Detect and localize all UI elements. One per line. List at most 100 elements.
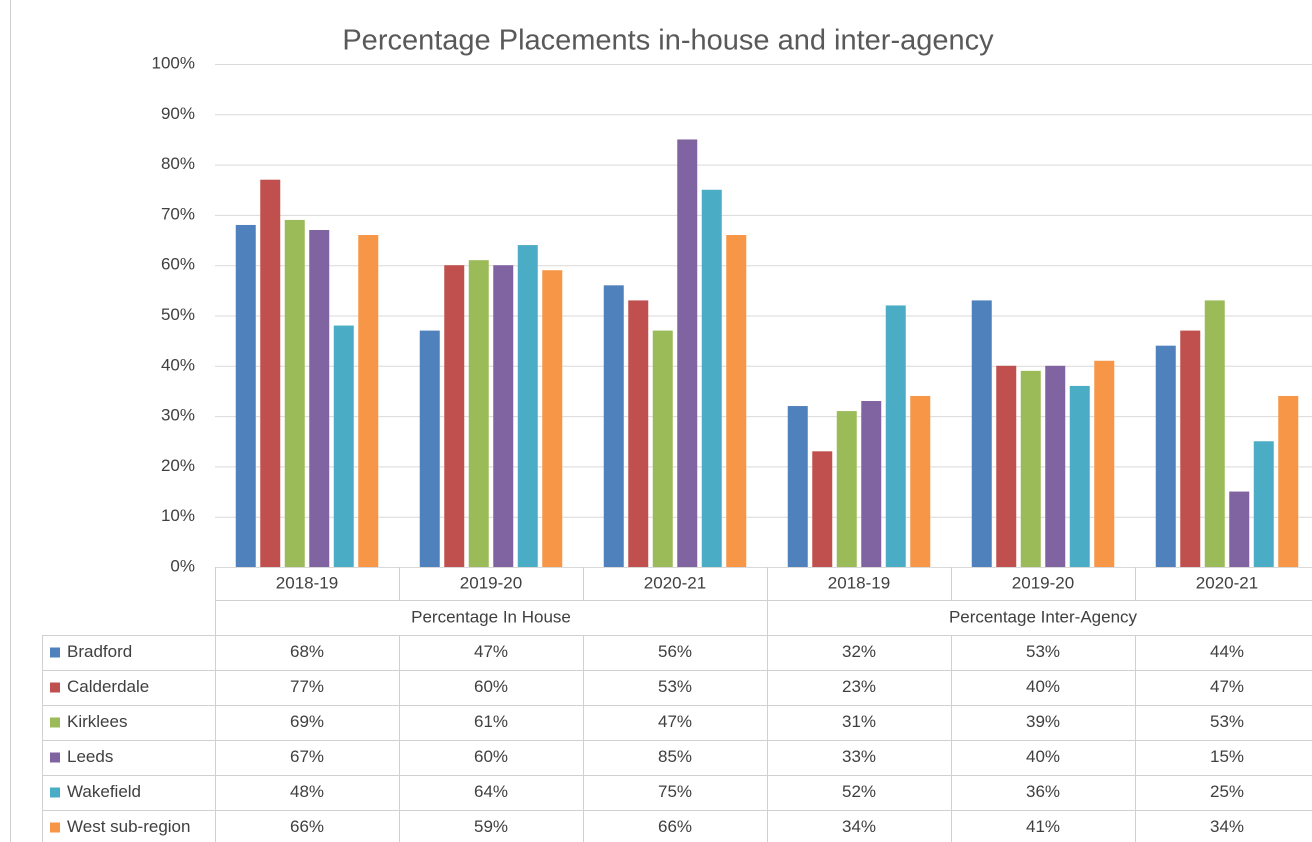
- bar: [812, 451, 833, 567]
- legend-label: Wakefield: [67, 782, 141, 801]
- table-value: 23%: [842, 677, 876, 696]
- bar: [1229, 491, 1250, 567]
- bar: [358, 235, 379, 567]
- table-value: 66%: [290, 817, 324, 836]
- bar: [885, 305, 906, 567]
- table-value: 34%: [842, 817, 876, 836]
- table-value: 36%: [1026, 782, 1060, 801]
- bar: [1094, 360, 1115, 567]
- bar: [260, 179, 281, 567]
- table-value: 40%: [1026, 677, 1060, 696]
- bar: [1069, 385, 1090, 567]
- bar: [1155, 345, 1176, 567]
- y-tick-label: 30%: [161, 406, 195, 425]
- table-value: 47%: [474, 642, 508, 661]
- legend-key: [50, 717, 60, 728]
- y-tick-label: 100%: [152, 53, 195, 72]
- y-tick-label: 50%: [161, 305, 195, 324]
- bar: [603, 285, 624, 567]
- y-tick-label: 0%: [170, 556, 195, 575]
- group-label: Percentage In House: [411, 607, 571, 626]
- table-value: 15%: [1210, 747, 1244, 766]
- legend-key: [50, 752, 60, 763]
- bar: [1253, 441, 1274, 567]
- chart-title: Percentage Placements in-house and inter…: [342, 25, 994, 57]
- bar: [628, 300, 649, 567]
- table-value: 77%: [290, 677, 324, 696]
- table-value: 33%: [842, 747, 876, 766]
- bar: [419, 330, 440, 567]
- legend-key: [50, 682, 60, 693]
- y-tick-label: 60%: [161, 255, 195, 274]
- table-value: 34%: [1210, 817, 1244, 836]
- legend-label: Calderdale: [67, 677, 149, 696]
- table-value: 39%: [1026, 712, 1060, 731]
- table-value: 32%: [842, 642, 876, 661]
- bar: [1020, 370, 1041, 567]
- bar: [971, 300, 992, 567]
- bar: [1278, 395, 1299, 567]
- table-value: 25%: [1210, 782, 1244, 801]
- bar: [910, 395, 931, 567]
- legend-label: Bradford: [67, 642, 132, 661]
- bar: [652, 330, 673, 567]
- table-value: 64%: [474, 782, 508, 801]
- table-value: 85%: [658, 747, 692, 766]
- bar: [309, 229, 330, 568]
- bar: [284, 219, 305, 567]
- x-tick-label: 2019-20: [1012, 573, 1074, 592]
- table-value: 53%: [658, 677, 692, 696]
- bar: [1204, 300, 1225, 567]
- bar: [493, 265, 514, 567]
- y-tick-label: 10%: [161, 506, 195, 525]
- bar: [677, 139, 698, 567]
- bar: [444, 265, 465, 567]
- bar: [701, 189, 722, 567]
- bar: [468, 260, 489, 567]
- table-value: 47%: [1210, 677, 1244, 696]
- table-value: 66%: [658, 817, 692, 836]
- table-value: 60%: [474, 747, 508, 766]
- table-value: 41%: [1026, 817, 1060, 836]
- table-value: 61%: [474, 712, 508, 731]
- bar: [861, 401, 882, 567]
- table-value: 44%: [1210, 642, 1244, 661]
- table-value: 56%: [658, 642, 692, 661]
- bar: [542, 270, 563, 567]
- bar: [235, 224, 256, 567]
- table-value: 48%: [290, 782, 324, 801]
- table-value: 60%: [474, 677, 508, 696]
- bar: [787, 406, 808, 567]
- table-value: 67%: [290, 747, 324, 766]
- table-value: 31%: [842, 712, 876, 731]
- x-tick-label: 2018-19: [276, 573, 338, 592]
- legend-key: [50, 647, 60, 658]
- bar: [726, 235, 747, 567]
- x-tick-label: 2018-19: [828, 573, 890, 592]
- table-value: 53%: [1026, 642, 1060, 661]
- table-value: 75%: [658, 782, 692, 801]
- legend-key: [50, 822, 60, 833]
- bar: [1045, 365, 1066, 567]
- x-tick-label: 2019-20: [460, 573, 522, 592]
- bar: [996, 365, 1017, 567]
- table-value: 68%: [290, 642, 324, 661]
- legend-label: Leeds: [67, 747, 113, 766]
- y-tick-label: 80%: [161, 154, 195, 173]
- group-label: Percentage Inter-Agency: [949, 607, 1138, 626]
- table-value: 53%: [1210, 712, 1244, 731]
- bar: [517, 245, 538, 567]
- y-tick-label: 20%: [161, 456, 195, 475]
- table-value: 52%: [842, 782, 876, 801]
- x-tick-label: 2020-21: [644, 573, 706, 592]
- table-value: 47%: [658, 712, 692, 731]
- table-value: 59%: [474, 817, 508, 836]
- x-tick-label: 2020-21: [1196, 573, 1258, 592]
- y-tick-label: 90%: [161, 104, 195, 123]
- bar: [333, 325, 354, 567]
- y-tick-label: 40%: [161, 355, 195, 374]
- legend-key: [50, 787, 60, 798]
- legend-label: Kirklees: [67, 712, 127, 731]
- y-tick-label: 70%: [161, 204, 195, 223]
